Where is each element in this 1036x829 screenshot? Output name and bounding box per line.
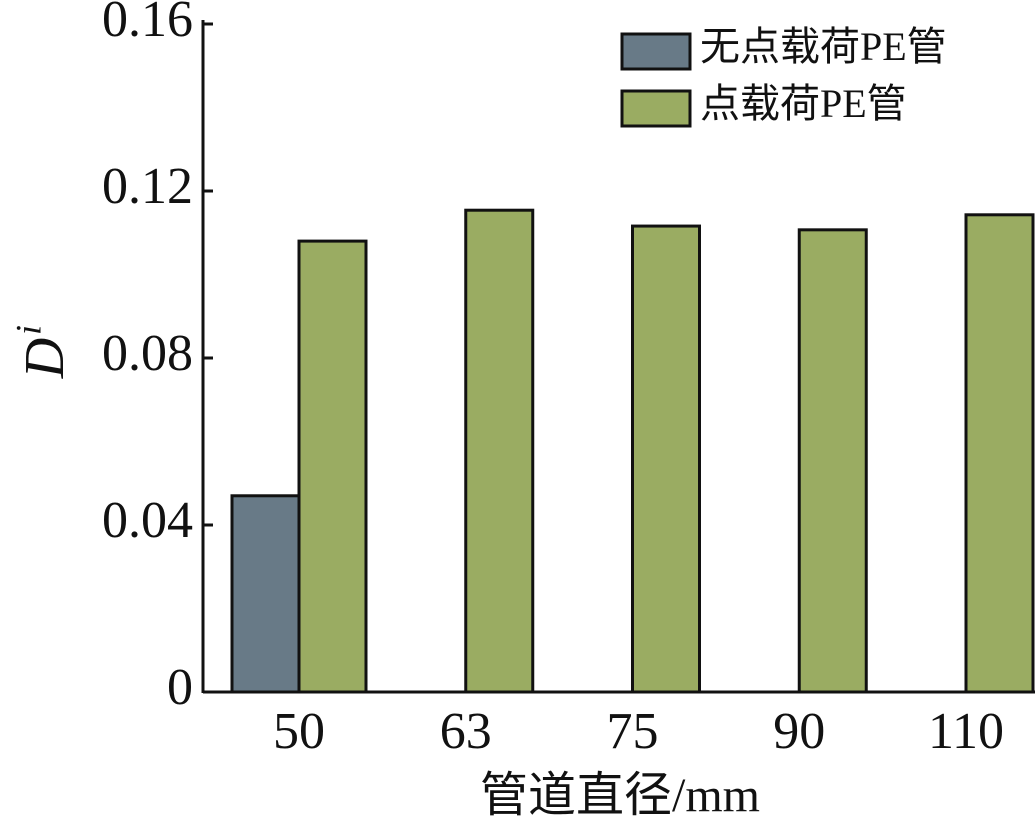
y-axis-label-subscript: i (8, 325, 48, 335)
bar (964, 213, 1035, 694)
y-tick-label: 0.12 (102, 158, 193, 215)
legend-swatch (620, 89, 692, 128)
bar (631, 224, 701, 694)
x-tick-label: 63 (440, 703, 492, 760)
y-tick-label: 0.08 (102, 325, 193, 382)
y-tick-label: 0 (167, 659, 193, 716)
x-tick-label: 90 (773, 703, 825, 760)
legend-swatch (620, 32, 692, 71)
bar (464, 208, 535, 694)
legend-label: 点载荷PE管 (700, 81, 907, 126)
x-axis-label: 管道直径/mm (480, 769, 760, 822)
y-tick-label: 0.04 (102, 492, 193, 549)
bar (230, 494, 301, 694)
bar (297, 239, 368, 694)
x-tick-label: 75 (607, 703, 659, 760)
legend-label: 无点载荷PE管 (700, 24, 947, 69)
bar (797, 228, 868, 694)
y-tick-label: 0.16 (102, 0, 193, 48)
x-tick-label: 50 (273, 703, 325, 760)
y-axis-label: D (14, 338, 76, 379)
x-tick-label: 110 (928, 703, 1004, 760)
